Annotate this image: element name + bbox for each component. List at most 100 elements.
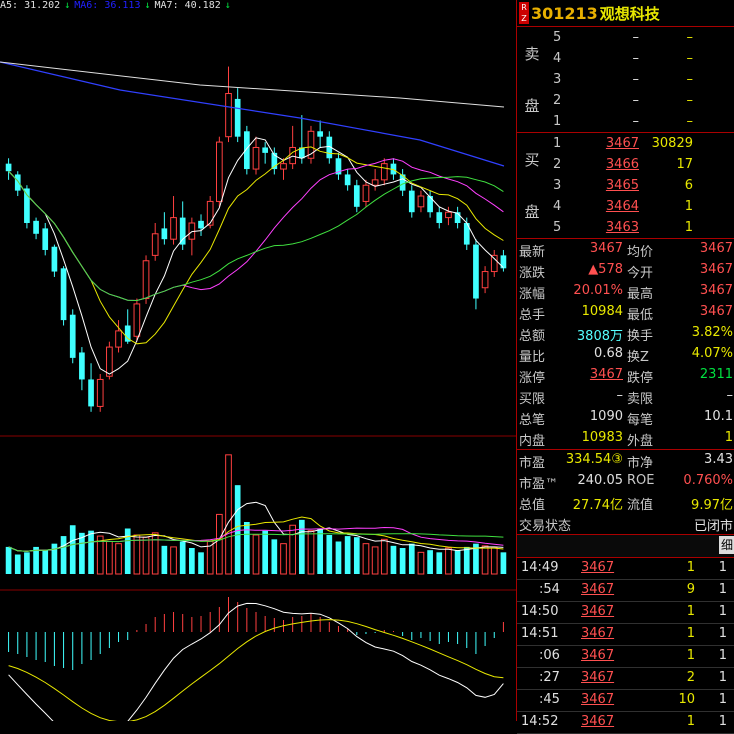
ma-value: ↓ (144, 0, 151, 11)
stat-label: 内盘 (519, 434, 546, 449)
stat-label: 涨幅 (519, 287, 546, 302)
stat-value: 20.01% (573, 283, 623, 298)
stat-label: 总手 (519, 308, 546, 323)
candle-body (473, 244, 479, 299)
volume-bar (33, 546, 39, 574)
trade-volume: 1 (686, 560, 695, 575)
bid-row[interactable]: 4 3464 1 (517, 196, 734, 217)
candle-body (353, 185, 360, 207)
volume-bar (280, 543, 287, 575)
price: 3465 (605, 178, 639, 193)
stat-row: 总额 3808万 换手 3.82% (517, 323, 734, 344)
ask-row[interactable]: 3 – – (517, 69, 734, 90)
trade-price: 3467 (581, 560, 615, 575)
volume-bar (344, 536, 351, 574)
ma120-line (0, 61, 505, 108)
ma-value: MA7: 40.182 (154, 0, 221, 11)
stat-value: 27.74亿 (572, 498, 623, 513)
quote-stats: 最新 3467 均价 3467 涨跌 ▲578 今开 3467 涨幅 20.01% 最高 3467 总手… (517, 239, 734, 450)
candle-body (271, 152, 278, 170)
candle-body (133, 303, 141, 337)
candle-body (225, 93, 232, 138)
trade-time: :45 (539, 692, 560, 707)
ask-book: 卖 盘 5 – – 4 – – 3 – – 2 – – 1 – – (517, 27, 734, 133)
candle-body (252, 146, 260, 170)
stat-value: – (616, 388, 624, 403)
stat-value: 240.05 (577, 473, 624, 488)
bid-row[interactable]: 5 3463 1 (517, 217, 734, 238)
volume-layer (5, 454, 507, 575)
volume-bar (5, 546, 12, 574)
level: 5 (553, 220, 562, 235)
trade-time: 14:49 (521, 560, 559, 575)
volume-ma5-line (8, 501, 504, 552)
volume-bar (408, 543, 415, 574)
trade-price: 3467 (581, 692, 615, 707)
volume-bar (390, 545, 397, 574)
bid-row[interactable]: 2 3466 17 (517, 154, 734, 175)
stat-value: 3467 (699, 262, 733, 277)
stat-row: 涨跌 ▲578 今开 3467 (517, 260, 734, 281)
stat-value: 10983 (581, 430, 623, 445)
trade-price: 3467 (581, 582, 615, 597)
stat-row: 涨幅 20.01% 最高 3467 (517, 281, 734, 302)
stat-value: 2311 (699, 367, 733, 382)
trade-row: 14:50 3467 1 1 (517, 602, 734, 624)
trade-time: :54 (539, 582, 560, 597)
ask-row[interactable]: 5 – – (517, 27, 734, 48)
stat-label: 市盈™ (519, 477, 559, 492)
stat-row: 市盈™ 240.05 ROE 0.760% (517, 471, 734, 492)
volume: – (686, 30, 694, 45)
quote-panel: R Z 301213 观想科技 卖 盘 5 – – 4 – – 3 – – 2 – – 1 – – 买 盘 … (516, 0, 734, 734)
stat-value: 3467 (699, 241, 733, 256)
ma60-line (0, 61, 505, 167)
trade-price: 3467 (581, 648, 615, 663)
ma30-line (8, 170, 504, 302)
volume: – (686, 72, 694, 87)
stat-label: 换Z (627, 350, 649, 365)
ask-row[interactable]: 4 – – (517, 48, 734, 69)
candle-body (289, 146, 296, 165)
price: – (632, 51, 640, 66)
trade-volume: 9 (686, 582, 695, 597)
volume-bar (189, 548, 195, 574)
stat-label: 每笔 (627, 413, 654, 428)
bid-row[interactable]: 1 3467 30829 (517, 133, 734, 154)
candle-body (79, 352, 85, 380)
trade-row: :06 3467 1 1 (517, 646, 734, 668)
trade-count: 1 (718, 560, 727, 575)
candle-body (234, 98, 241, 137)
kline-chart-area[interactable]: A5: 31.202 ↓ MA6: 36.113 ↓ MA7: 40.182 ↓ (0, 0, 516, 721)
stat-label: 买限 (519, 392, 546, 407)
trade-row: 14:51 3467 1 1 (517, 624, 734, 646)
ask-row[interactable]: 2 – – (517, 90, 734, 111)
kline-chart[interactable] (0, 0, 516, 721)
level: 1 (553, 114, 562, 129)
trade-time: 14:50 (521, 604, 559, 619)
volume-bar (371, 546, 379, 575)
volume: – (686, 93, 694, 108)
level: 3 (553, 72, 562, 87)
candle-body (463, 223, 470, 245)
candle-body (33, 220, 39, 234)
volume-bar (298, 519, 305, 574)
stock-name: 观想科技 (599, 4, 660, 23)
candle-body (380, 163, 388, 181)
ask-row[interactable]: 1 – – (517, 111, 734, 132)
stat-label: 总笔 (519, 413, 546, 428)
volume-bar (60, 536, 67, 574)
price: – (632, 30, 640, 45)
volume-bar (51, 543, 58, 574)
trade-time: :06 (539, 648, 560, 663)
bid-row[interactable]: 3 3465 6 (517, 175, 734, 196)
volume-bar (142, 536, 150, 575)
detail-button[interactable]: 细 (719, 536, 734, 554)
volume-bar (271, 539, 278, 574)
level: 4 (553, 51, 562, 66)
stat-label: 涨停 (519, 371, 546, 386)
trade-price: 3467 (581, 604, 615, 619)
candle-body (399, 174, 406, 191)
volume-bar (151, 532, 159, 575)
volume-bar (106, 541, 113, 575)
volume-bar (24, 552, 30, 574)
